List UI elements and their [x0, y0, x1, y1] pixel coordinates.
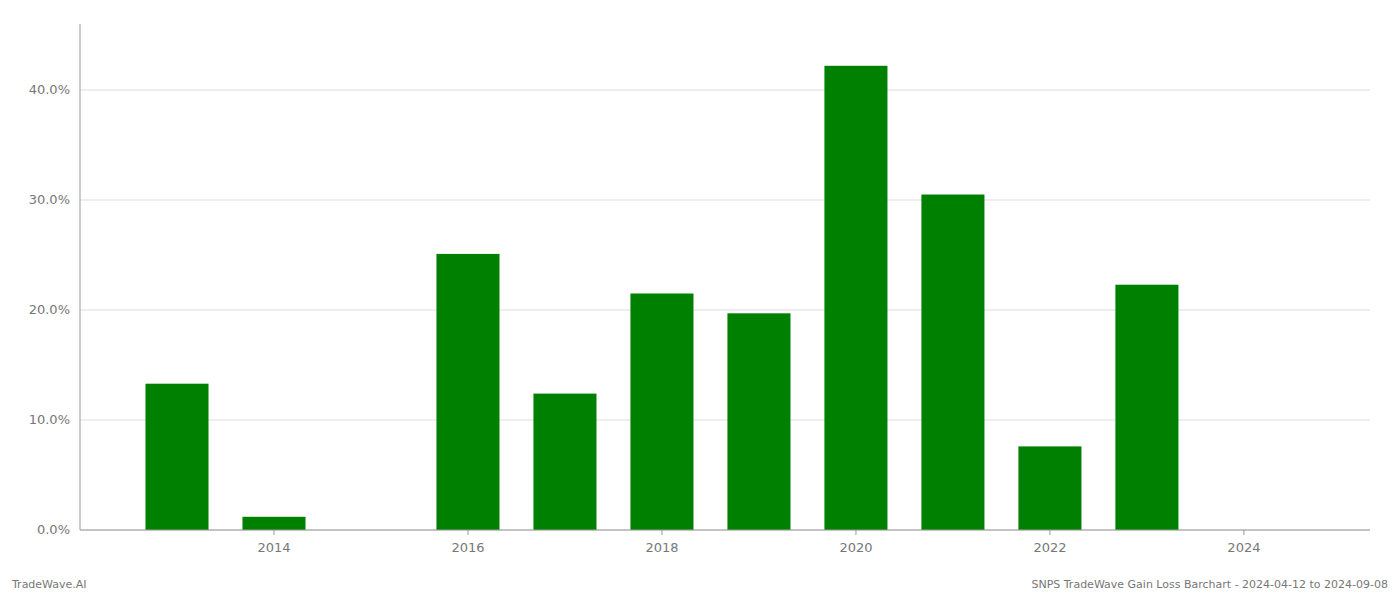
- bar: [824, 66, 887, 530]
- x-tick: [855, 530, 856, 535]
- bar: [630, 294, 693, 531]
- x-tick: [273, 530, 274, 535]
- grid-line: [80, 200, 1370, 201]
- y-grid: [80, 90, 1370, 530]
- x-tick-label: 2018: [645, 540, 678, 555]
- bar: [145, 384, 208, 530]
- x-tick: [467, 530, 468, 535]
- x-tick-label: 2022: [1033, 540, 1066, 555]
- y-tick-label: 20.0%: [29, 302, 70, 317]
- bar: [727, 313, 790, 530]
- y-tick-labels: 0.0% 10.0% 20.0% 30.0% 40.0%: [29, 82, 70, 537]
- x-ticks: 2014 2016 2018 2020 2022 2024: [257, 530, 1260, 555]
- x-tick-label: 2020: [839, 540, 872, 555]
- x-tick-label: 2016: [451, 540, 484, 555]
- bar: [436, 254, 499, 530]
- x-tick: [661, 530, 662, 535]
- y-tick-label: 40.0%: [29, 82, 70, 97]
- y-tick-label: 0.0%: [37, 522, 70, 537]
- chart: 0.0% 10.0% 20.0% 30.0% 40.0% 2014 2016 2018 2020…: [0, 0, 1400, 600]
- x-tick-label: 2014: [257, 540, 290, 555]
- footer-left: TradeWave.AI: [11, 578, 87, 591]
- y-axis-line: [80, 24, 81, 530]
- y-tick-label: 10.0%: [29, 412, 70, 427]
- x-tick-label: 2024: [1227, 540, 1260, 555]
- bar: [1115, 285, 1178, 530]
- bar: [1018, 446, 1081, 530]
- chart-container: 0.0% 10.0% 20.0% 30.0% 40.0% 2014 2016 2018 2020…: [0, 0, 1400, 600]
- y-tick-label: 30.0%: [29, 192, 70, 207]
- grid-line: [80, 90, 1370, 91]
- x-tick: [1243, 530, 1244, 535]
- x-tick: [1049, 530, 1050, 535]
- footer-right: SNPS TradeWave Gain Loss Barchart - 2024…: [1031, 578, 1388, 591]
- bars: [145, 66, 1178, 530]
- bar: [533, 394, 596, 530]
- bar: [921, 195, 984, 531]
- bar: [242, 517, 305, 530]
